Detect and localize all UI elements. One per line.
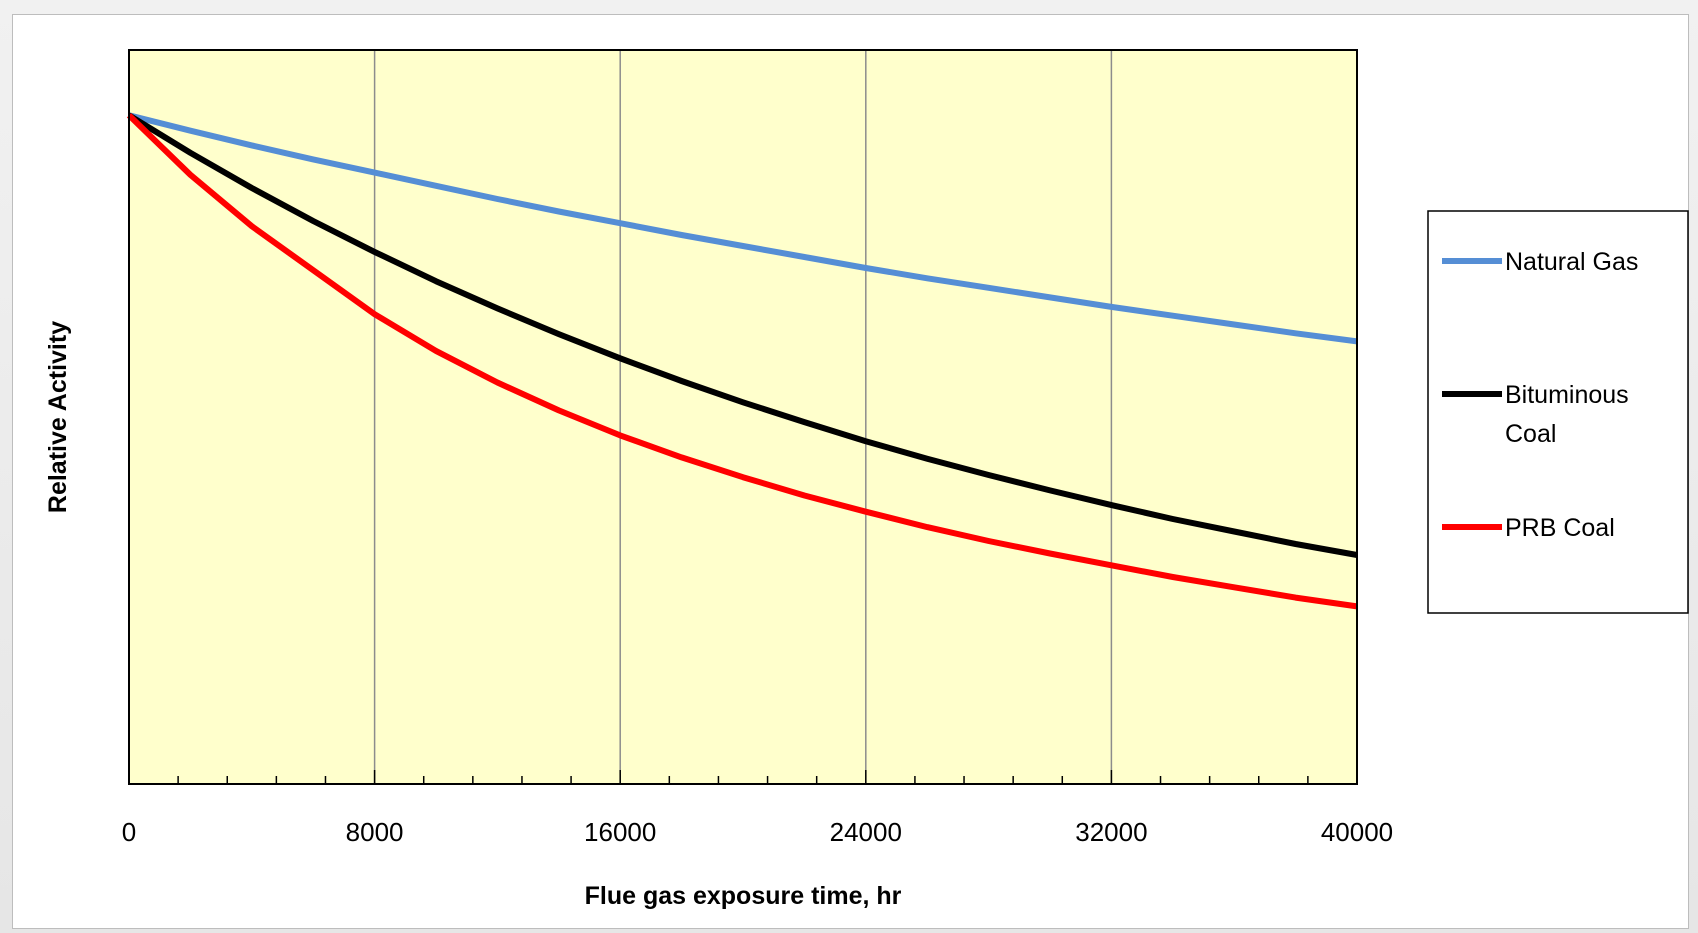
legend-box	[1427, 210, 1689, 614]
x-axis-tick-labels: 0 8000 16000 24000 32000 40000	[122, 817, 1393, 847]
legend-label: PRB Coal	[1505, 514, 1615, 542]
series-line	[127, 112, 1358, 558]
x-tick-label: 16000	[584, 817, 656, 847]
x-tick-label: 24000	[830, 817, 902, 847]
plot-border	[128, 49, 1358, 785]
x-tick-label: 40000	[1321, 817, 1393, 847]
legend-label: Bituminous	[1505, 381, 1629, 409]
x-axis-ticks	[128, 770, 1358, 784]
gridlines	[373, 50, 1113, 784]
y-axis-title: Relative Activity	[44, 321, 72, 513]
x-tick-label: 0	[122, 817, 136, 847]
x-tick-label: 8000	[346, 817, 404, 847]
x-axis-title: Flue gas exposure time, hr	[585, 882, 902, 910]
legend-label: Natural Gas	[1505, 248, 1638, 276]
series-lines	[126, 112, 1358, 610]
legend: Natural Gas Bituminous Coal PRB Coal	[1427, 210, 1689, 614]
series-line	[128, 112, 1358, 345]
x-tick-label: 32000	[1075, 817, 1147, 847]
legend-label: Coal	[1505, 420, 1556, 448]
plot-area	[129, 50, 1357, 784]
series-line	[126, 113, 1358, 610]
